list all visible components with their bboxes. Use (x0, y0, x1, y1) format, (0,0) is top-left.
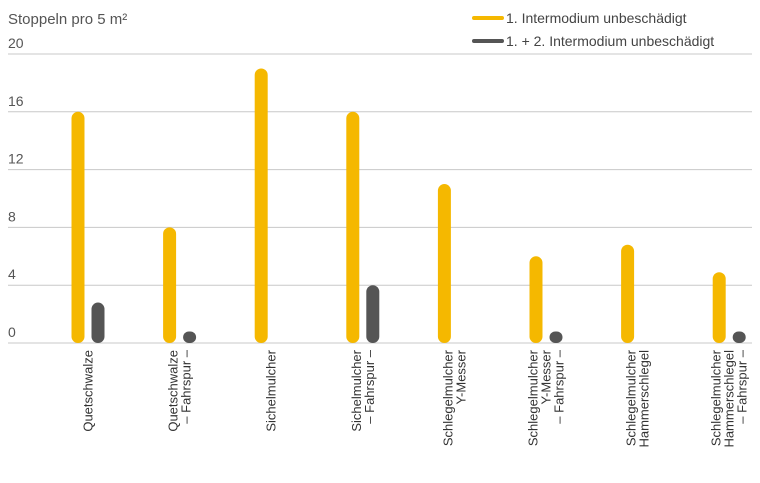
bar-series1-5 (529, 256, 543, 343)
bar-series1-2 (254, 68, 268, 343)
y-tick-label: 8 (8, 208, 16, 224)
x-category-label: Hammerschlegel (722, 350, 737, 448)
x-category-label: Y-Messer (539, 349, 554, 404)
x-category-labels: Quetschwalze Quetschwalze– Fahrspur – Sich… (81, 349, 750, 447)
bar-series2-7 (732, 331, 746, 343)
x-category-label: – Fahrspur – (552, 349, 567, 423)
x-category-label: Schlegelmulcher (440, 349, 455, 446)
x-category-label: – Fahrspur – (362, 349, 377, 423)
bar-series1-7 (712, 272, 726, 343)
bar-series1-4 (437, 184, 451, 343)
bar-series2-0 (91, 302, 105, 343)
x-category-label: Schlegelmulcher (709, 349, 724, 446)
bar-series1-0 (71, 111, 85, 343)
x-category-label: Schlegelmulcher (526, 349, 541, 446)
y-tick-label: 4 (8, 266, 16, 282)
x-category-label: – Fahrspur – (735, 349, 750, 423)
legend-label-1: 1. Intermodium unbeschädigt (506, 10, 687, 26)
bar-series1-6 (621, 244, 635, 343)
bar-series2-1 (183, 331, 197, 343)
x-category-label: Sichelmulcher (264, 349, 279, 431)
x-category-label: Y-Messer (453, 349, 468, 404)
y-tick-label: 16 (8, 93, 24, 109)
gridlines (8, 53, 752, 344)
y-tick-label: 0 (8, 324, 16, 340)
bar-series2-5 (549, 331, 563, 343)
x-category-label: Schlegelmulcher (624, 349, 639, 446)
y-tick-label: 12 (8, 151, 24, 167)
bar-series1-3 (346, 111, 360, 343)
legend-label-2: 1. + 2. Intermodium unbeschädigt (506, 33, 714, 49)
y-axis-label: Stoppeln pro 5 m² (8, 11, 127, 28)
x-category-label: Hammerschlegel (637, 350, 652, 448)
bar-series1-1 (163, 227, 177, 343)
y-tick-labels: 0 4 8 12 16 20 (8, 35, 24, 340)
bar-series2-3 (366, 285, 380, 343)
x-category-label: – Fahrspur – (179, 349, 194, 423)
legend: 1. Intermodium unbeschädigt 1. + 2. Inter… (472, 10, 714, 49)
x-category-label: Sichelmulcher (349, 349, 364, 431)
y-tick-label: 20 (8, 35, 24, 51)
x-category-label: Quetschwalze (81, 350, 96, 432)
bars (71, 68, 746, 343)
x-category-label: Quetschwalze (166, 350, 181, 432)
